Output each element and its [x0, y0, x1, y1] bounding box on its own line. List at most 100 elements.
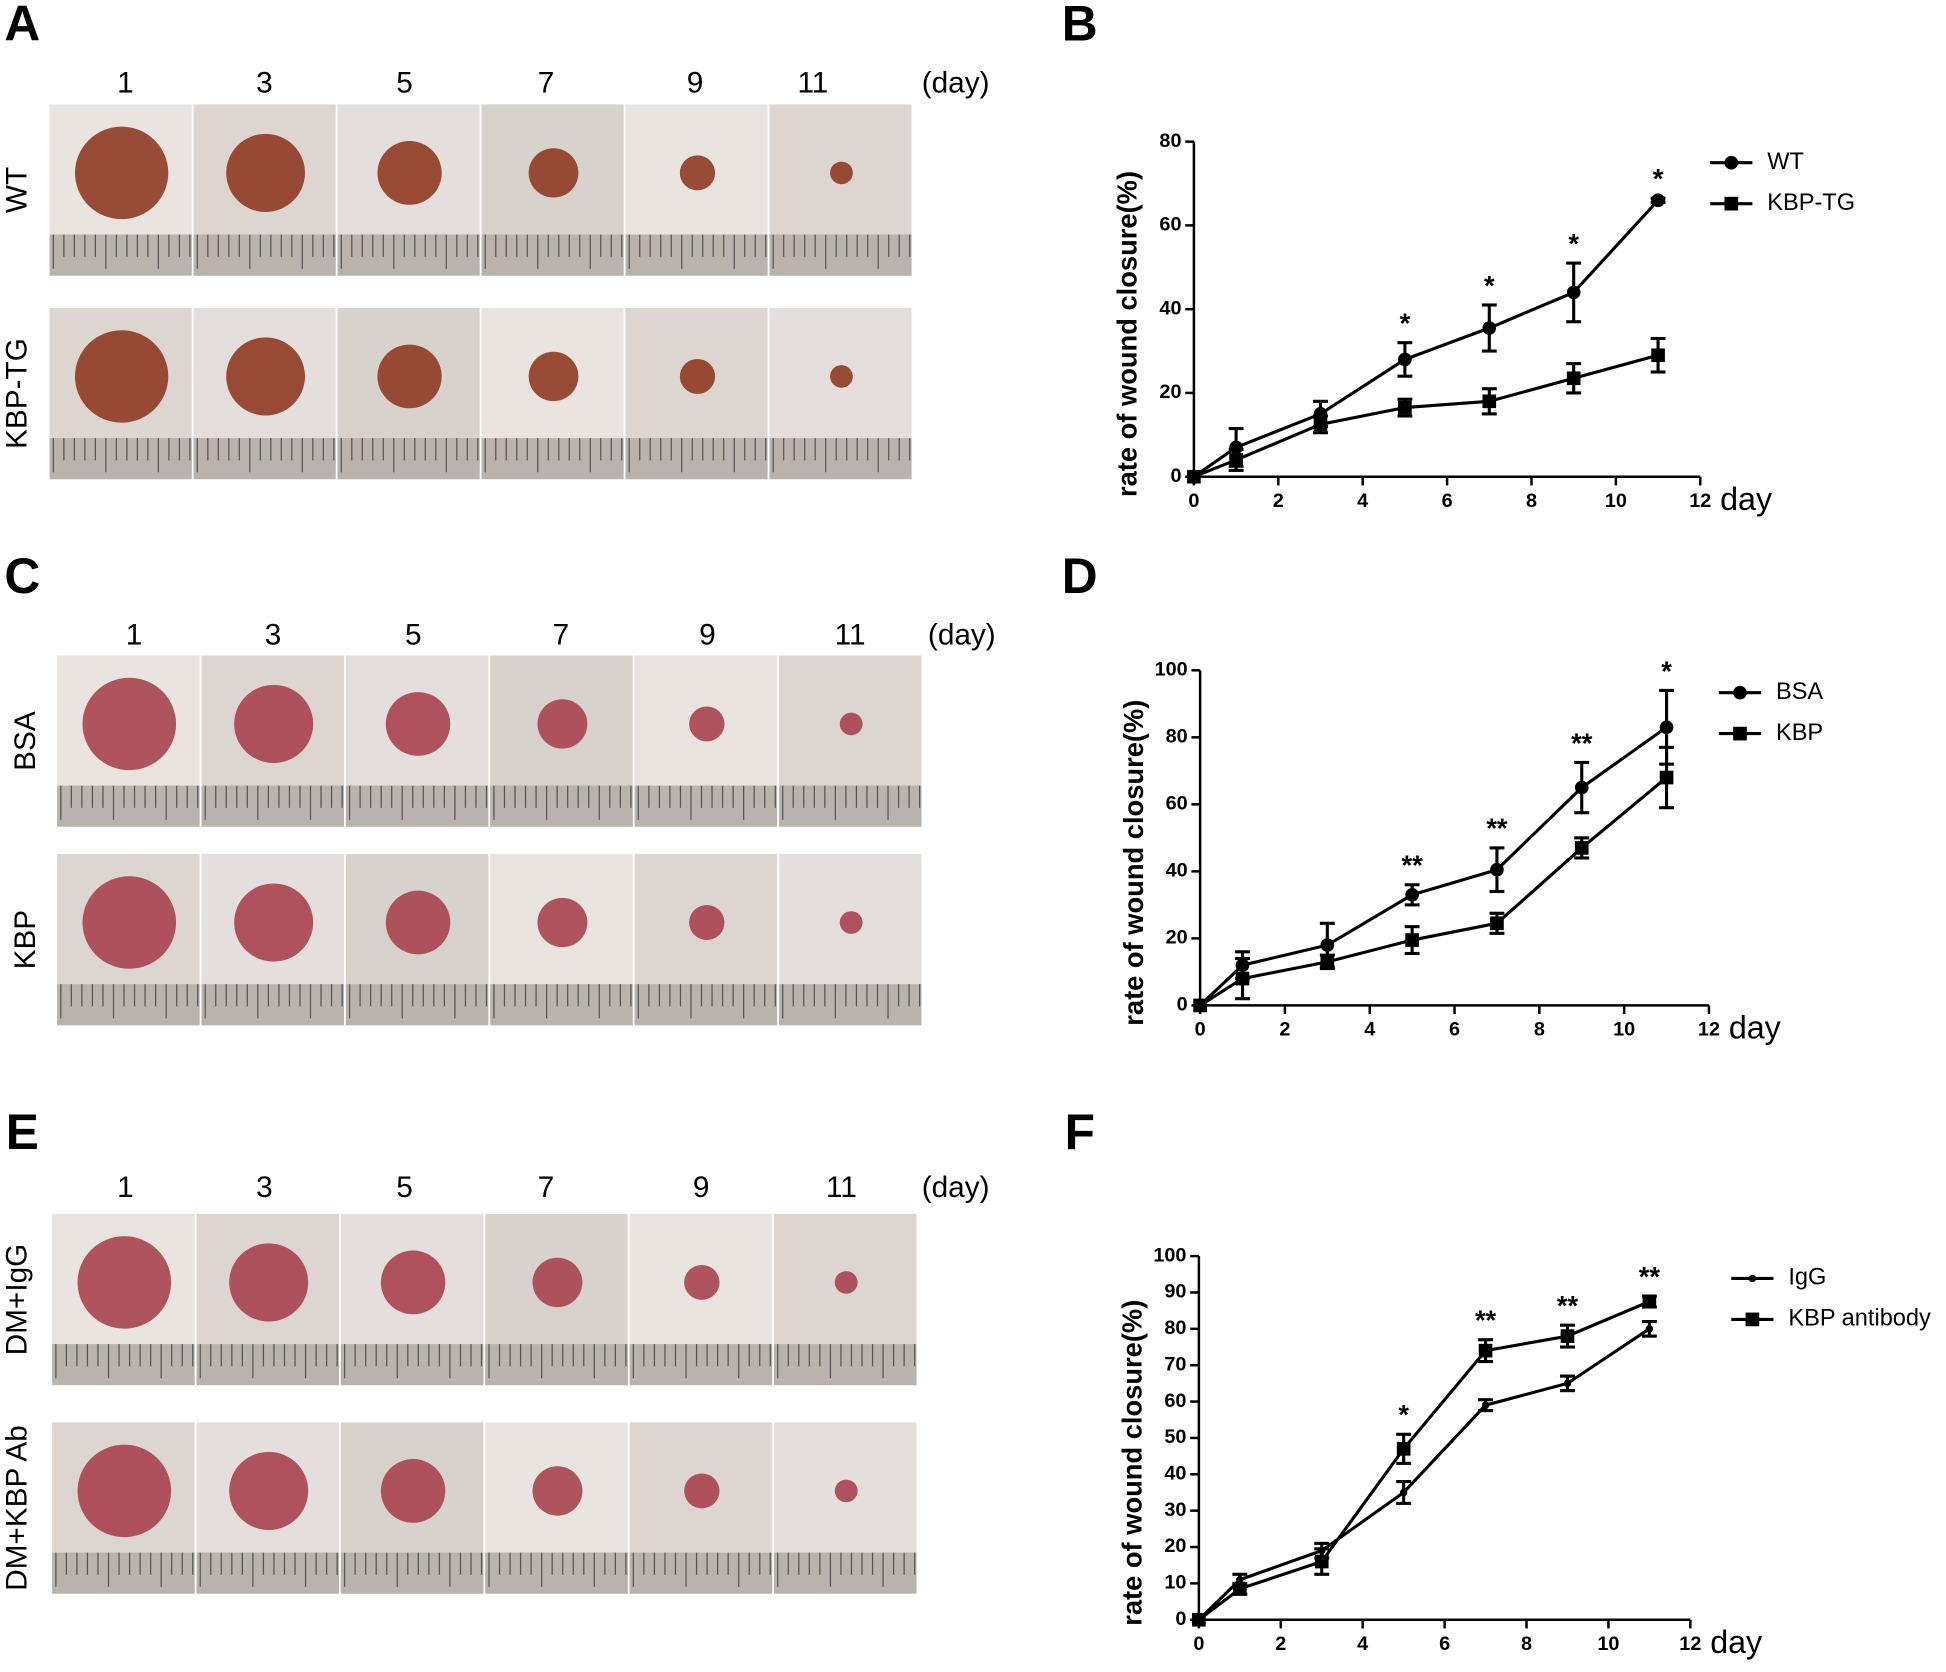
legend-label: WT: [1767, 148, 1804, 174]
x-tick-label: 0: [1188, 490, 1199, 512]
ruler: [193, 234, 336, 276]
significance: *: [1400, 308, 1411, 339]
wound: [77, 1236, 172, 1329]
ruler: [490, 984, 633, 1026]
wound: [385, 890, 451, 955]
marker: [1482, 394, 1497, 409]
ruler: [485, 1552, 628, 1594]
x-tick-label: 8: [1521, 1633, 1532, 1655]
panel-label: F: [1065, 1104, 1095, 1160]
wound: [689, 706, 725, 742]
legend-label: BSA: [1776, 678, 1823, 704]
day-label: 11: [797, 66, 828, 99]
significance: *: [1484, 270, 1495, 301]
panel-label: A: [4, 0, 40, 52]
x-tick-label: 12: [1698, 1018, 1720, 1040]
x-axis-label: day: [1720, 481, 1773, 517]
marker: [1563, 1379, 1572, 1388]
marker: [1398, 400, 1412, 415]
x-tick-label: 2: [1275, 1633, 1286, 1655]
y-axis-label: rate of wound closure(%): [1112, 171, 1143, 497]
wound: [77, 1444, 172, 1538]
y-tick-label: 40: [1166, 860, 1188, 882]
marker: [1490, 916, 1504, 931]
legend-label: KBP: [1776, 719, 1823, 745]
row-label: DM+KBP Ab: [0, 1425, 33, 1591]
wound: [830, 365, 853, 388]
marker: [1651, 348, 1665, 363]
marker: [1236, 1576, 1244, 1584]
day-label: 3: [265, 619, 282, 652]
marker: [1405, 888, 1419, 902]
day-label: 3: [256, 66, 273, 99]
row-label: KBP-TG: [0, 338, 33, 449]
marker: [1320, 955, 1335, 969]
y-axis-label: rate of wound closure(%): [1118, 700, 1149, 1026]
ruler: [769, 438, 912, 480]
marker: [1574, 780, 1589, 795]
wound: [528, 351, 579, 402]
marker: [1642, 1294, 1657, 1309]
x-axis-label: day: [1710, 1624, 1763, 1660]
significance: *: [1653, 163, 1664, 194]
legend-marker: [1748, 1274, 1757, 1283]
wound: [532, 1257, 583, 1308]
marker: [1314, 1554, 1329, 1569]
x-tick-label: 6: [1442, 490, 1453, 512]
wound: [839, 712, 863, 736]
ruler: [345, 785, 489, 827]
wound: [839, 911, 863, 934]
marker: [1490, 862, 1504, 877]
wound: [234, 684, 314, 763]
marker: [1560, 1329, 1575, 1343]
marker: [1396, 1442, 1411, 1456]
x-tick-label: 8: [1526, 490, 1537, 512]
wound: [380, 1459, 446, 1523]
legend-marker: [1733, 726, 1747, 741]
day-label: 5: [396, 1171, 413, 1204]
day-label: 1: [126, 619, 143, 652]
marker: [1566, 371, 1581, 386]
wound: [229, 1451, 309, 1530]
ruler: [201, 984, 344, 1026]
significance: **: [1571, 727, 1593, 758]
y-axis-label: rate of wound closure(%): [1117, 1300, 1148, 1626]
row-label: WT: [0, 167, 33, 213]
ruler: [625, 234, 768, 276]
legend-marker: [1733, 685, 1747, 700]
day-label: 9: [699, 619, 716, 652]
wound: [234, 883, 314, 962]
wound: [537, 699, 588, 749]
wound: [679, 155, 716, 191]
y-tick-label: 50: [1164, 1426, 1186, 1448]
x-tick-label: 10: [1605, 490, 1627, 512]
marker: [1478, 1343, 1493, 1358]
y-tick-label: 40: [1164, 1463, 1186, 1485]
ruler: [201, 785, 344, 827]
day-label: 1: [117, 1171, 134, 1204]
marker: [1645, 1325, 1654, 1333]
significance: *: [1398, 1399, 1409, 1430]
wound: [229, 1243, 309, 1322]
ruler: [778, 785, 922, 827]
marker: [1399, 1488, 1408, 1497]
wound: [82, 876, 177, 969]
wound: [74, 126, 169, 220]
ruler: [193, 438, 336, 480]
ruler: [629, 1344, 773, 1386]
x-tick-label: 6: [1439, 1633, 1450, 1655]
ruler: [57, 785, 200, 827]
significance: **: [1639, 1261, 1661, 1292]
ruler: [481, 438, 624, 480]
ruler: [49, 438, 192, 480]
marker: [1187, 469, 1201, 484]
y-tick-label: 60: [1159, 214, 1181, 236]
legend-label: KBP-TG: [1767, 189, 1855, 215]
ruler: [629, 1552, 773, 1594]
y-tick-label: 0: [1177, 994, 1188, 1016]
day-label: 11: [826, 1171, 857, 1204]
y-tick-label: 70: [1164, 1353, 1186, 1375]
y-tick-label: 80: [1166, 726, 1188, 748]
ruler: [634, 785, 778, 827]
y-tick-label: 80: [1164, 1317, 1186, 1339]
